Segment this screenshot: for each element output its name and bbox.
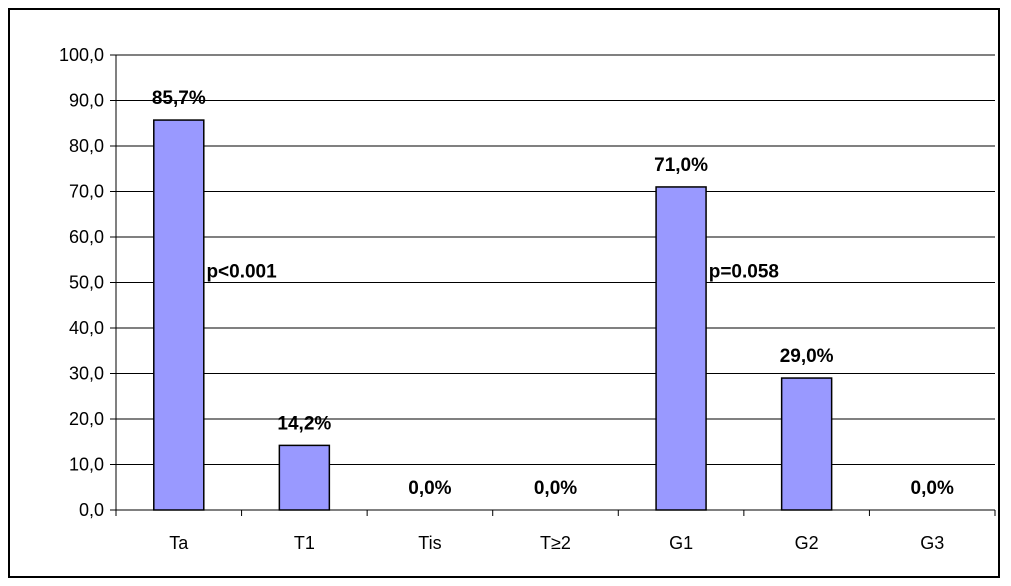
p-value-annotation: p<0.001 [206, 262, 277, 283]
data-label: 85,7% [152, 88, 206, 109]
x-tick-label: Tis [418, 533, 441, 553]
x-tick-label: Ta [169, 533, 189, 553]
x-tick-label: T≥2 [540, 533, 571, 553]
bar-0 [153, 119, 205, 511]
data-label: 0,0% [408, 478, 451, 499]
data-label: 14,2% [277, 413, 331, 434]
y-tick-label: 20,0 [69, 409, 104, 429]
y-tick-label: 50,0 [69, 273, 104, 293]
bar-5 [780, 377, 833, 511]
data-label: 0,0% [911, 478, 954, 499]
y-tick-label: 60,0 [69, 227, 104, 247]
bar-4 [655, 186, 707, 511]
data-label: 71,0% [654, 155, 708, 176]
y-tick-label: 30,0 [69, 364, 104, 384]
y-tick-label: 40,0 [69, 318, 104, 338]
data-label: 29,0% [780, 346, 834, 367]
y-tick-label: 80,0 [69, 136, 104, 156]
axes [110, 54, 996, 516]
x-tick-label: G2 [795, 533, 819, 553]
bar-1 [278, 444, 331, 511]
y-tick-label: 70,0 [69, 182, 104, 202]
labels: 0,0 10,0 20,0 30,0 40,0 50,0 60,0 70,0 80,0 90,0 1… [59, 45, 954, 553]
x-tick-label: G1 [669, 533, 693, 553]
x-tick-label: G3 [920, 533, 944, 553]
y-tick-label: 0,0 [79, 500, 104, 520]
gridlines [116, 54, 995, 465]
y-tick-label: 10,0 [69, 455, 104, 475]
y-tick-label: 100,0 [59, 45, 104, 65]
data-label: 0,0% [534, 478, 577, 499]
x-tick-label: T1 [294, 533, 315, 553]
p-value-annotation: p=0.058 [709, 262, 779, 283]
y-tick-label: 90,0 [69, 91, 104, 111]
bars [153, 119, 833, 511]
